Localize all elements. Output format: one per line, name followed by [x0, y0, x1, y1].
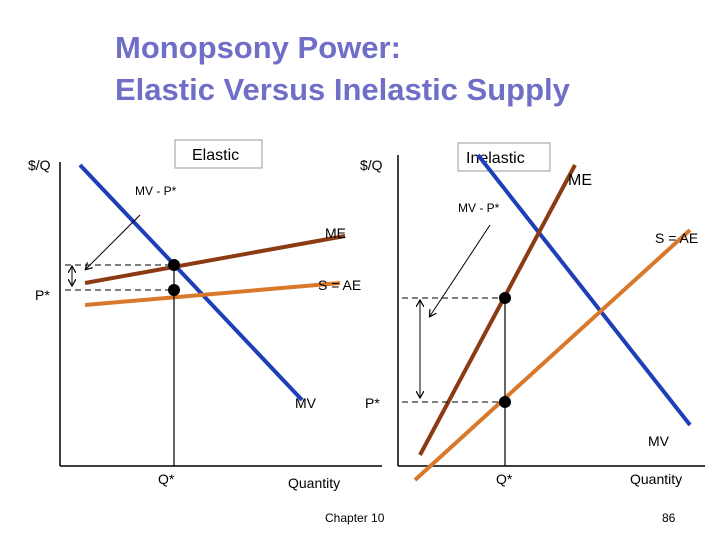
me-label: ME: [325, 225, 346, 241]
quantity-label: Q*: [496, 471, 513, 487]
gap-label: MV - P*: [135, 184, 177, 198]
supply-label: S = AE: [655, 230, 698, 246]
me-curve: [418, 164, 577, 456]
y-axis-label: $/Q: [360, 157, 383, 173]
quantity-label: Q*: [158, 471, 175, 487]
point: [168, 259, 180, 271]
mv-label: MV: [648, 433, 670, 449]
x-axis-label: Quantity: [288, 475, 340, 491]
supply-curve: [84, 281, 341, 307]
panel-tag: Elastic: [192, 147, 239, 164]
point: [168, 284, 180, 296]
mv-label: MV: [295, 395, 317, 411]
price-label: P*: [365, 395, 380, 411]
supply-label: S = AE: [318, 277, 361, 293]
me-label: ME: [568, 172, 592, 189]
tag-box: [174, 139, 263, 169]
title: Elastic Versus Inelastic Supply: [115, 72, 571, 107]
y-axis-label: $/Q: [28, 157, 51, 173]
me-curve: [84, 234, 346, 285]
mv-curve: [78, 163, 304, 402]
title: Monopsony Power:: [115, 30, 401, 65]
gap-arrow: [86, 214, 141, 269]
price-label: P*: [35, 287, 50, 303]
gap-arrow: [430, 224, 491, 316]
page-number: 86: [662, 511, 676, 525]
inelastic-panel: Inelastic $/Q ME MV - P* S = AE P* MV Q*…: [360, 142, 705, 487]
gap-label: MV - P*: [458, 201, 500, 215]
mv-curve: [476, 153, 692, 427]
supply-curve: [413, 228, 692, 482]
elastic-panel: Elastic $/Q MV - P* ME S = AE MV P* Q* Q…: [28, 139, 382, 491]
point: [499, 396, 511, 408]
panel-tag: Inelastic: [466, 150, 525, 167]
x-axis-label: Quantity: [630, 471, 682, 487]
point: [499, 292, 511, 304]
tag-box: [457, 142, 551, 172]
chapter: Chapter 10: [325, 511, 385, 525]
